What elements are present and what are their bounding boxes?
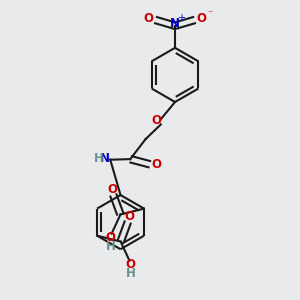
Text: O: O	[143, 12, 154, 25]
Text: ⁻: ⁻	[207, 9, 212, 19]
Text: +: +	[177, 13, 185, 23]
Text: O: O	[107, 183, 117, 196]
Text: O: O	[196, 12, 206, 25]
Text: N: N	[170, 17, 180, 30]
Text: O: O	[124, 210, 134, 223]
Text: O: O	[152, 114, 162, 127]
Text: O: O	[105, 231, 116, 244]
Text: N: N	[100, 152, 110, 165]
Text: H: H	[94, 152, 103, 165]
Text: O: O	[152, 158, 162, 171]
Text: H: H	[126, 267, 136, 280]
Text: H: H	[106, 240, 116, 253]
Text: O: O	[126, 258, 136, 271]
